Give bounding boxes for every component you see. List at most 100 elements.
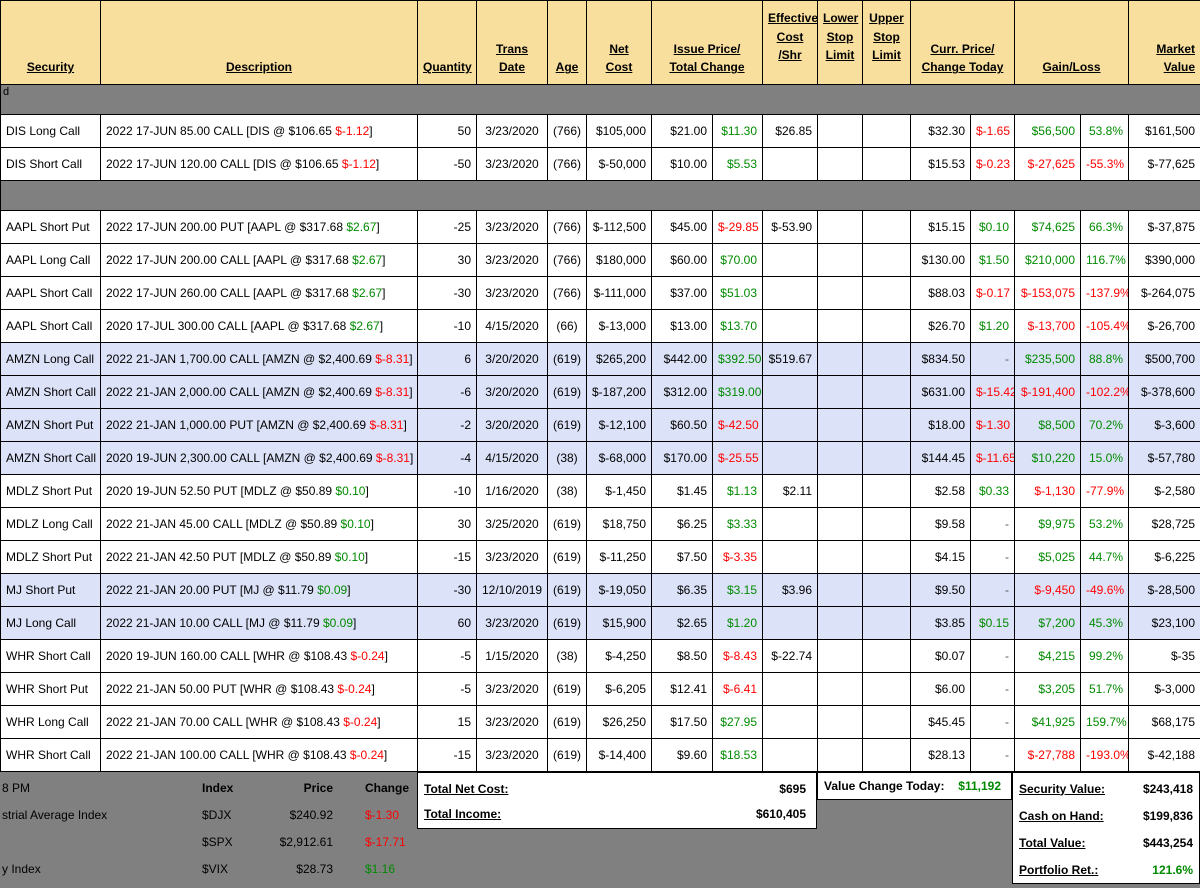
cell-issue-price[interactable]: $21.00 xyxy=(651,114,713,148)
cell-issue-price[interactable]: $442.00 xyxy=(651,342,713,376)
cell-market-value[interactable]: $-37,875 xyxy=(1128,210,1200,244)
cell-gain-loss[interactable]: $-191,400 xyxy=(1014,375,1082,409)
cell-lower-stop-limit[interactable] xyxy=(817,738,863,772)
cell-net-cost[interactable]: $105,000 xyxy=(586,114,652,148)
cell-issue-price[interactable]: $60.00 xyxy=(651,243,713,277)
cell-gain-loss[interactable]: $-153,075 xyxy=(1014,276,1082,310)
cell-description[interactable]: 2022 21-JAN 1,700.00 CALL [AMZN @ $2,400… xyxy=(100,342,418,376)
cell-security[interactable]: AAPL Short Put xyxy=(0,210,101,244)
cell-trans-date[interactable]: 3/20/2020 xyxy=(476,342,548,376)
cell-gain-loss[interactable]: $9,975 xyxy=(1014,507,1082,541)
cell-description[interactable]: 2022 21-JAN 1,000.00 PUT [AMZN @ $2,400.… xyxy=(100,408,418,442)
cell-gain-loss-pct[interactable]: 116.7% xyxy=(1080,243,1130,277)
col-header-quantity[interactable]: Quantity xyxy=(417,0,477,85)
cell-effective-cost[interactable] xyxy=(762,375,818,409)
cell-trans-date[interactable]: 3/23/2020 xyxy=(476,705,548,739)
cell-change-today[interactable]: $-1.65 xyxy=(969,114,1016,148)
cell-age[interactable]: (766) xyxy=(547,114,587,148)
cell-change-today[interactable]: - xyxy=(969,342,1016,376)
col-header-market-value[interactable]: Market Value xyxy=(1128,0,1200,85)
col-header-trans-date[interactable]: Trans Date xyxy=(476,0,548,85)
cell-security[interactable]: AAPL Short Call xyxy=(0,309,101,343)
cell-curr-price[interactable]: $32.30 xyxy=(910,114,971,148)
cell-effective-cost[interactable]: $26.85 xyxy=(762,114,818,148)
cell-quantity[interactable]: -15 xyxy=(417,540,477,574)
cell-age[interactable]: (619) xyxy=(547,507,587,541)
cell-curr-price[interactable]: $6.00 xyxy=(910,672,971,706)
cell-curr-price[interactable]: $18.00 xyxy=(910,408,971,442)
cell-gain-loss-pct[interactable]: 44.7% xyxy=(1080,540,1130,574)
cell-security[interactable]: WHR Short Call xyxy=(0,738,101,772)
cell-trans-date[interactable]: 12/10/2019 xyxy=(476,573,548,607)
cell-issue-price[interactable]: $6.35 xyxy=(651,573,713,607)
cell-effective-cost[interactable]: $-22.74 xyxy=(762,639,818,673)
cell-lower-stop-limit[interactable] xyxy=(817,573,863,607)
cell-security[interactable]: DIS Long Call xyxy=(0,114,101,148)
cell-change-today[interactable]: $-11.65 xyxy=(969,441,1016,475)
cell-lower-stop-limit[interactable] xyxy=(817,705,863,739)
cell-total-change[interactable]: $1.13 xyxy=(712,474,763,508)
cell-effective-cost[interactable]: $2.11 xyxy=(762,474,818,508)
cell-security[interactable]: WHR Long Call xyxy=(0,705,101,739)
cell-security[interactable]: WHR Short Put xyxy=(0,672,101,706)
cell-quantity[interactable]: -5 xyxy=(417,639,477,673)
cell-security[interactable]: AAPL Short Call xyxy=(0,276,101,310)
cell-age[interactable]: (619) xyxy=(547,342,587,376)
cell-market-value[interactable]: $23,100 xyxy=(1128,606,1200,640)
cell-quantity[interactable]: 15 xyxy=(417,705,477,739)
cell-age[interactable]: (619) xyxy=(547,375,587,409)
cell-trans-date[interactable]: 4/15/2020 xyxy=(476,309,548,343)
cell-total-change[interactable]: $1.20 xyxy=(712,606,763,640)
cell-total-change[interactable]: $3.33 xyxy=(712,507,763,541)
col-header-age[interactable]: Age xyxy=(547,0,587,85)
cell-curr-price[interactable]: $0.07 xyxy=(910,639,971,673)
cell-quantity[interactable]: -6 xyxy=(417,375,477,409)
cell-description[interactable]: 2022 17-JUN 260.00 CALL [AAPL @ $317.68 … xyxy=(100,276,418,310)
cell-lower-stop-limit[interactable] xyxy=(817,342,863,376)
cell-gain-loss[interactable]: $210,000 xyxy=(1014,243,1082,277)
cell-total-change[interactable]: $27.95 xyxy=(712,705,763,739)
cell-upper-stop-limit[interactable] xyxy=(862,147,911,181)
cell-gain-loss[interactable]: $3,205 xyxy=(1014,672,1082,706)
cell-gain-loss-pct[interactable]: -55.3% xyxy=(1080,147,1130,181)
cell-change-today[interactable]: $1.20 xyxy=(969,309,1016,343)
cell-effective-cost[interactable] xyxy=(762,507,818,541)
cell-upper-stop-limit[interactable] xyxy=(862,276,911,310)
col-header-net-cost[interactable]: Net Cost xyxy=(586,0,652,85)
cell-upper-stop-limit[interactable] xyxy=(862,474,911,508)
cell-total-change[interactable]: $-3.35 xyxy=(712,540,763,574)
cell-description[interactable]: 2022 21-JAN 20.00 PUT [MJ @ $11.79 $0.09… xyxy=(100,573,418,607)
cell-upper-stop-limit[interactable] xyxy=(862,210,911,244)
cell-net-cost[interactable]: $-12,100 xyxy=(586,408,652,442)
cell-upper-stop-limit[interactable] xyxy=(862,573,911,607)
cell-description[interactable]: 2022 21-JAN 45.00 CALL [MDLZ @ $50.89 $0… xyxy=(100,507,418,541)
cell-gain-loss-pct[interactable]: 53.8% xyxy=(1080,114,1130,148)
cell-upper-stop-limit[interactable] xyxy=(862,672,911,706)
cell-age[interactable]: (38) xyxy=(547,441,587,475)
cell-market-value[interactable]: $-42,188 xyxy=(1128,738,1200,772)
cell-market-value[interactable]: $68,175 xyxy=(1128,705,1200,739)
cell-change-today[interactable]: $1.50 xyxy=(969,243,1016,277)
cell-net-cost[interactable]: $-14,400 xyxy=(586,738,652,772)
cell-effective-cost[interactable] xyxy=(762,705,818,739)
cell-trans-date[interactable]: 3/23/2020 xyxy=(476,276,548,310)
cell-curr-price[interactable]: $3.85 xyxy=(910,606,971,640)
col-header-gain-loss[interactable]: Gain/Loss xyxy=(1014,0,1130,85)
cell-upper-stop-limit[interactable] xyxy=(862,342,911,376)
cell-gain-loss[interactable]: $41,925 xyxy=(1014,705,1082,739)
cell-lower-stop-limit[interactable] xyxy=(817,606,863,640)
cell-net-cost[interactable]: $-111,000 xyxy=(586,276,652,310)
cell-lower-stop-limit[interactable] xyxy=(817,147,863,181)
cell-effective-cost[interactable] xyxy=(762,309,818,343)
cell-net-cost[interactable]: $18,750 xyxy=(586,507,652,541)
cell-gain-loss-pct[interactable]: -193.0% xyxy=(1080,738,1130,772)
cell-issue-price[interactable]: $17.50 xyxy=(651,705,713,739)
cell-security[interactable]: MJ Short Put xyxy=(0,573,101,607)
cell-gain-loss-pct[interactable]: 159.7% xyxy=(1080,705,1130,739)
cell-total-change[interactable]: $319.00 xyxy=(712,375,763,409)
cell-net-cost[interactable]: $26,250 xyxy=(586,705,652,739)
cell-gain-loss-pct[interactable]: 70.2% xyxy=(1080,408,1130,442)
cell-security[interactable]: MDLZ Short Put xyxy=(0,540,101,574)
cell-market-value[interactable]: $-264,075 xyxy=(1128,276,1200,310)
cell-gain-loss[interactable]: $56,500 xyxy=(1014,114,1082,148)
